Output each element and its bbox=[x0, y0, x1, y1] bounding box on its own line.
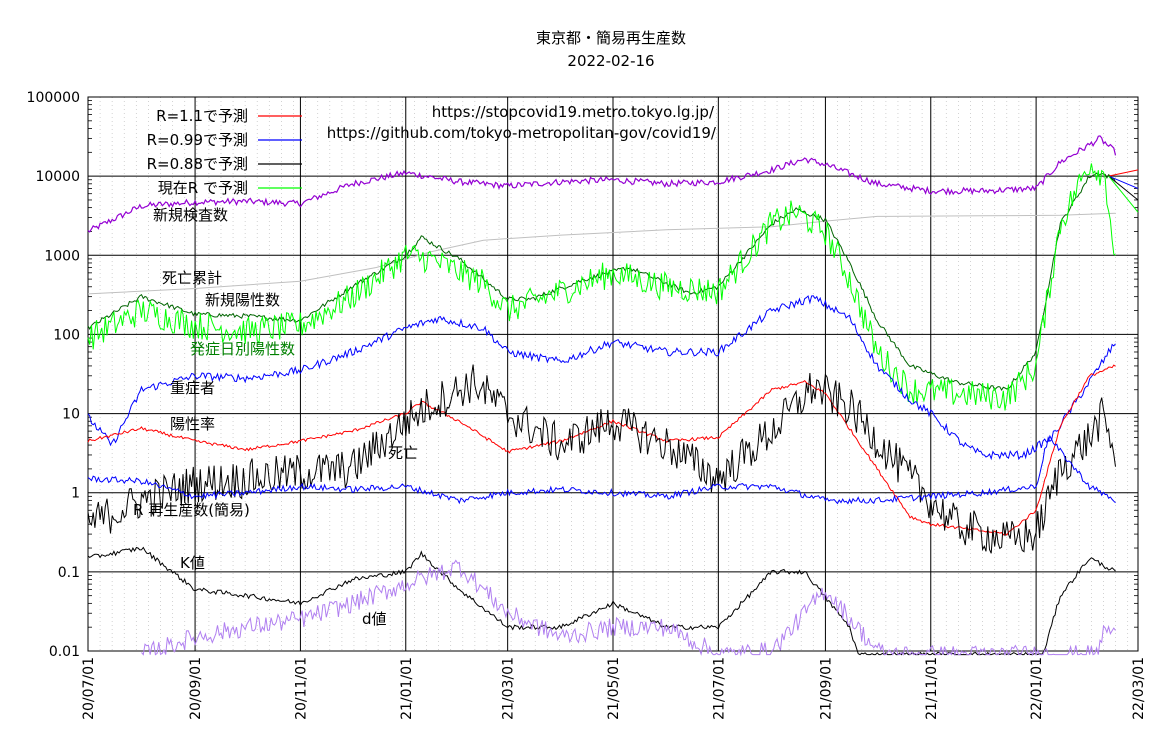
series-group bbox=[87, 135, 1139, 657]
legend-label: R=1.1で予測 bbox=[156, 107, 248, 125]
x-tick-label: 21/05/01 bbox=[606, 657, 622, 720]
series-label: 新規陽性数 bbox=[205, 291, 280, 309]
x-tick-label: 20/07/01 bbox=[81, 657, 97, 720]
series-label: 陽性率 bbox=[170, 415, 215, 433]
y-tick-label: 0.1 bbox=[58, 565, 80, 581]
series-line-deaths bbox=[87, 364, 1116, 554]
series-label: 重症者 bbox=[170, 379, 215, 397]
x-tick-label: 21/01/01 bbox=[399, 657, 415, 720]
series-label: K値 bbox=[180, 554, 205, 572]
series-line-tests bbox=[87, 135, 1117, 233]
series-label: 発症日別陽性数 bbox=[190, 340, 295, 358]
url-1: https://stopcovid19.metro.tokyo.lg.jp/ bbox=[432, 103, 715, 121]
x-tick-label: 20/09/01 bbox=[188, 657, 204, 720]
series-label: d値 bbox=[362, 610, 387, 628]
legend-label: R=0.88で予測 bbox=[147, 155, 248, 173]
legend-label: R=0.99で予測 bbox=[147, 131, 248, 149]
series-label: R 再生産数(簡易) bbox=[133, 501, 250, 519]
x-axis: 20/07/01 20/09/01 20/11/01 21/01/01 21/03/01… bbox=[81, 657, 1147, 720]
series-label: 新規検査数 bbox=[153, 206, 228, 224]
y-tick-label: 10000 bbox=[35, 169, 80, 185]
y-tick-label: 1 bbox=[71, 486, 80, 502]
series-line-pred_R110 bbox=[1108, 169, 1139, 177]
y-tick-label: 10 bbox=[62, 407, 80, 423]
y-tick-label: 1000 bbox=[44, 248, 80, 264]
url-2: https://github.com/tokyo-metropolitan-go… bbox=[327, 124, 717, 142]
x-tick-label: 20/11/01 bbox=[293, 657, 309, 720]
series-line-pred_R099 bbox=[1108, 175, 1139, 189]
series-line-pred_now bbox=[1108, 175, 1139, 213]
x-tick-label: 22/03/01 bbox=[1131, 657, 1147, 720]
series-line-onset_positive bbox=[87, 163, 1116, 411]
series-line-cumulative_deaths bbox=[87, 212, 1116, 295]
y-tick-label: 100000 bbox=[27, 90, 80, 106]
chart-title: 東京都・簡易再生産数 bbox=[536, 29, 686, 47]
x-tick-label: 21/11/01 bbox=[924, 657, 940, 720]
series-line-d bbox=[141, 559, 1116, 657]
series-line-pred_R088 bbox=[1108, 175, 1139, 201]
series-line-R bbox=[87, 435, 1116, 505]
series-line-K bbox=[87, 546, 1116, 656]
chart-subtitle: 2022-02-16 bbox=[567, 52, 654, 70]
x-tick-label: 21/07/01 bbox=[711, 657, 727, 720]
series-label: 死亡 bbox=[388, 444, 418, 462]
series-label: 死亡累計 bbox=[162, 269, 222, 287]
y-tick-label: 0.01 bbox=[49, 644, 80, 660]
x-tick-label: 21/09/01 bbox=[818, 657, 834, 720]
y-tick-label: 100 bbox=[53, 327, 80, 343]
series-line-severe bbox=[87, 295, 1116, 461]
y-axis: 0.01 0.1 1 10 100 1000 10000 100000 bbox=[27, 90, 80, 660]
x-tick-label: 22/01/01 bbox=[1029, 657, 1045, 720]
legend-label: 現在R で予測 bbox=[158, 179, 248, 197]
x-tick-label: 21/03/01 bbox=[501, 657, 517, 720]
